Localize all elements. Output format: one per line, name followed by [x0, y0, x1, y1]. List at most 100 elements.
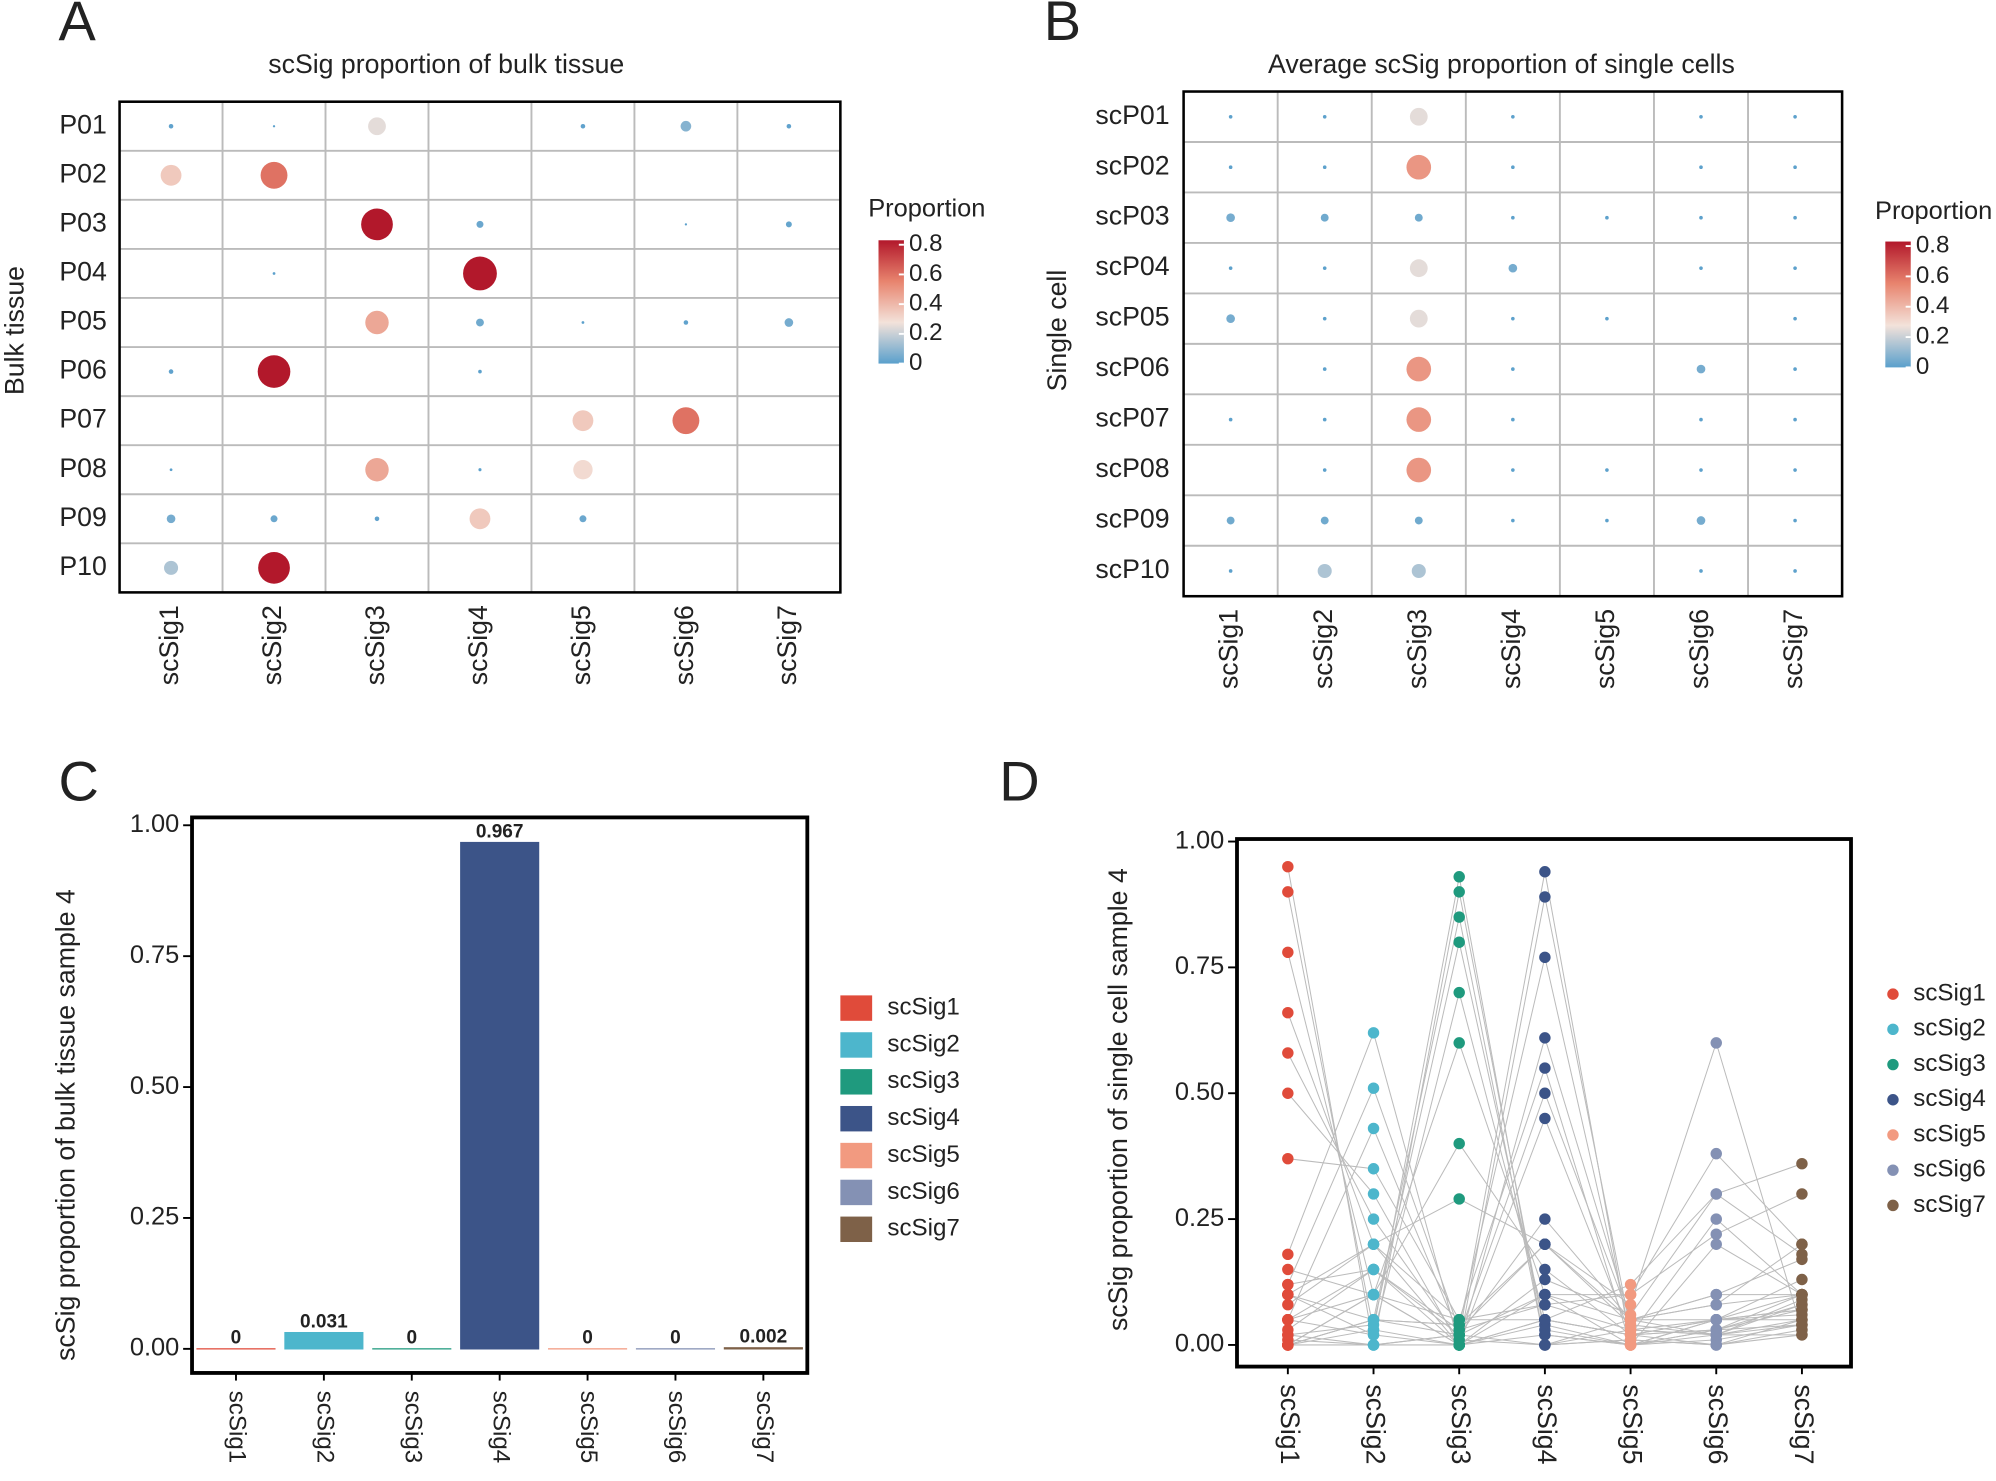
legend-swatch — [840, 995, 873, 1021]
x-tick-label: scSig4 — [1532, 1384, 1562, 1464]
y-tick-label: P09 — [59, 502, 107, 532]
point — [1367, 1329, 1380, 1341]
point — [1367, 1122, 1380, 1135]
legend-title: Proportion — [868, 194, 985, 222]
dot — [684, 223, 688, 226]
dot — [680, 120, 692, 132]
x-tick-label: scSig2 — [1360, 1384, 1390, 1464]
point — [1453, 1037, 1465, 1049]
y-axis-label: Single cell — [1042, 270, 1072, 392]
y-tick-label: scP01 — [1095, 100, 1169, 130]
dot — [1793, 468, 1797, 472]
point — [1453, 986, 1465, 999]
colorbar-tick-label: 0 — [909, 349, 922, 376]
dot — [1793, 114, 1797, 119]
dot — [1511, 114, 1515, 119]
y-tick-label: 0.00 — [130, 1334, 179, 1362]
dot — [1699, 417, 1703, 422]
point — [1539, 1213, 1551, 1225]
point — [1367, 1213, 1380, 1225]
point — [1453, 871, 1465, 883]
dot — [1406, 154, 1432, 180]
dot — [260, 161, 288, 189]
point — [1796, 1273, 1808, 1286]
panel-letter: A — [59, 0, 97, 52]
point — [1796, 1238, 1808, 1250]
dot — [1793, 266, 1797, 270]
legend-label: scSig5 — [1913, 1120, 1985, 1147]
point — [1453, 1137, 1465, 1150]
dot — [1508, 263, 1518, 273]
legend-label: scSig7 — [887, 1215, 959, 1242]
y-tick-label: P05 — [59, 306, 107, 336]
point — [1539, 1339, 1551, 1351]
x-tick-label: scSig7 — [1789, 1384, 1819, 1464]
legend-label: scSig7 — [1913, 1191, 1985, 1218]
x-tick-label: scSig4 — [487, 1391, 514, 1463]
y-tick-label: P08 — [59, 453, 107, 483]
x-tick-label: scSig4 — [1496, 609, 1526, 689]
point — [1367, 1082, 1380, 1094]
y-tick-label: scP05 — [1095, 302, 1169, 332]
legend-label: scSig2 — [1913, 1015, 1985, 1042]
point — [1710, 1329, 1722, 1341]
colorbar-tick-label: 0.6 — [909, 260, 943, 287]
legend-swatch — [840, 1069, 873, 1095]
point — [1367, 1288, 1380, 1301]
data-label: 0.967 — [476, 821, 524, 842]
dot — [166, 514, 176, 524]
cell-line — [1287, 1117, 1803, 1346]
plot-frame — [1182, 90, 1844, 598]
dot — [1409, 309, 1428, 328]
data-label: 0.031 — [300, 1311, 348, 1332]
point — [1539, 1324, 1551, 1336]
y-tick-label: P07 — [59, 404, 107, 434]
legend-marker — [1887, 1199, 1899, 1212]
x-tick-label: scSig7 — [751, 1391, 778, 1463]
point — [1367, 1027, 1380, 1039]
point — [1710, 1147, 1722, 1160]
dot — [786, 123, 792, 129]
dot — [1793, 367, 1797, 371]
dot — [164, 560, 179, 575]
legend-swatch — [840, 1105, 873, 1132]
dot — [1228, 417, 1233, 422]
colorbar — [878, 240, 904, 364]
legend-swatch — [840, 1179, 873, 1206]
dot — [1322, 316, 1327, 321]
dot — [1696, 516, 1706, 525]
point — [1453, 911, 1465, 923]
x-tick-label: scSig5 — [1618, 1384, 1648, 1464]
point — [1796, 1288, 1808, 1301]
x-tick-label: scSig4 — [463, 605, 493, 685]
legend-swatch — [840, 1032, 873, 1058]
dot — [683, 320, 689, 325]
panel-letter: C — [59, 749, 99, 812]
legend-swatch — [840, 1216, 873, 1243]
colorbar-tick-label: 0.6 — [1916, 262, 1950, 289]
dot — [272, 272, 276, 275]
point — [1453, 936, 1465, 948]
dot — [1696, 364, 1706, 374]
x-tick-label: scSig7 — [1778, 609, 1808, 689]
y-tick-label: scP06 — [1095, 352, 1169, 382]
x-tick-label: scSig2 — [257, 605, 287, 685]
colorbar-tick-label: 0.8 — [909, 230, 943, 257]
dot — [168, 369, 174, 374]
dot — [1322, 266, 1327, 270]
dot — [1699, 569, 1703, 573]
x-tick-label: scSig2 — [312, 1391, 339, 1463]
x-tick-label: scSig2 — [1308, 609, 1338, 689]
data-label: 0 — [231, 1328, 242, 1349]
dot — [1793, 518, 1797, 523]
legend-label: scSig3 — [1913, 1050, 1985, 1077]
dot — [1228, 165, 1233, 170]
point — [1367, 1263, 1380, 1276]
legend-marker — [1887, 1094, 1899, 1106]
point — [1282, 860, 1294, 873]
point — [1796, 1248, 1808, 1261]
point — [1539, 1112, 1551, 1125]
dot — [1699, 215, 1703, 220]
point — [1539, 1288, 1551, 1301]
